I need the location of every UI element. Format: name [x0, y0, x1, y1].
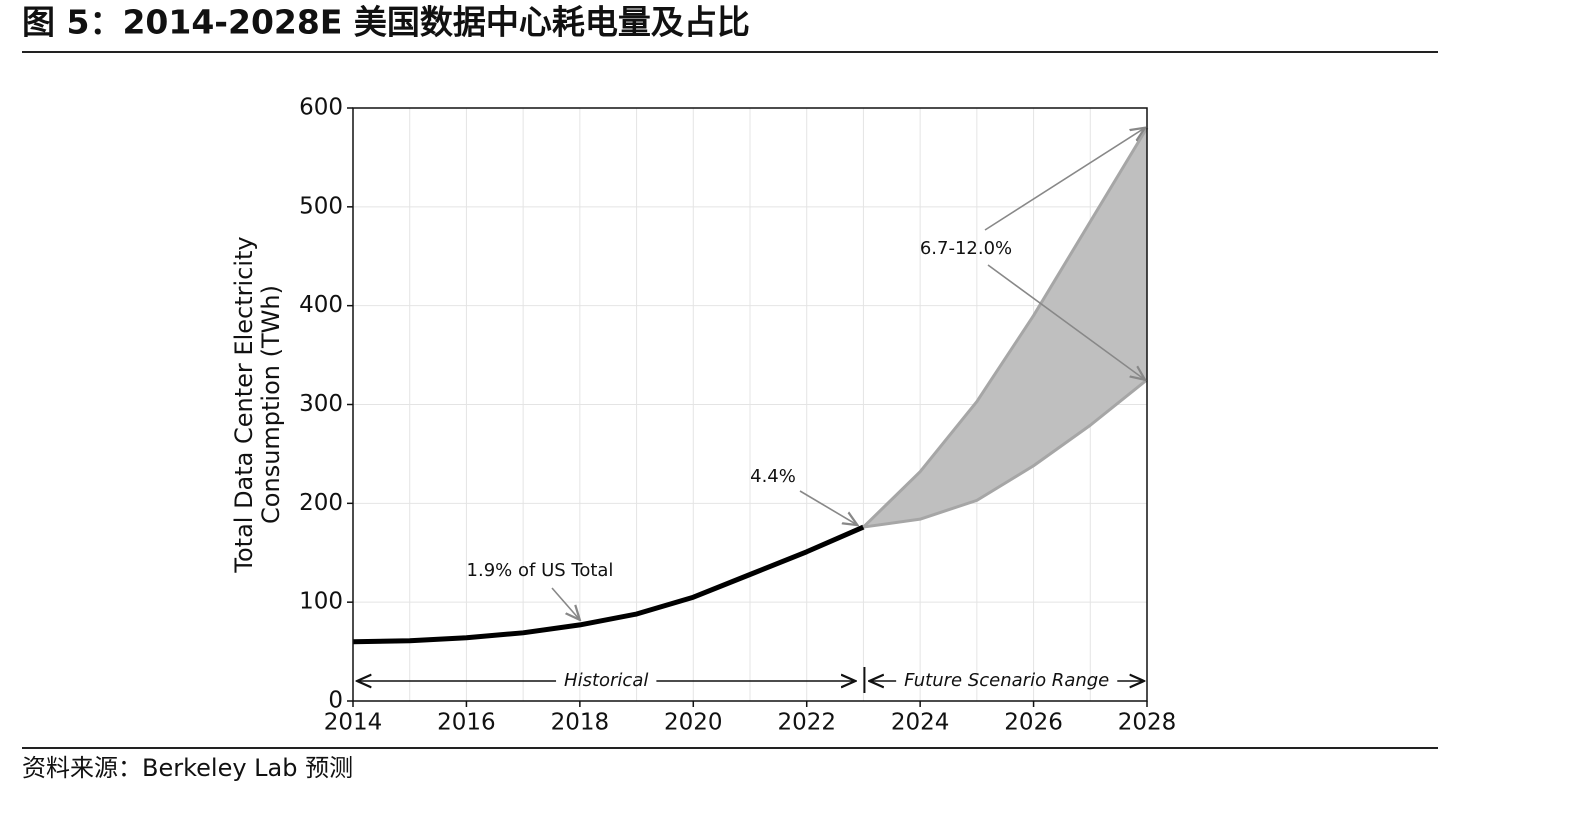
y-axis-label: Total Data Center Electricity [230, 236, 258, 573]
y-tick-label: 200 [299, 490, 343, 516]
plot: 0 100 200 300 400 500 600 2014 2016 2018 2020 2022 2… [230, 95, 1176, 736]
span-label: Future Scenario Range [904, 670, 1109, 691]
y-tick-label: 0 [328, 688, 343, 714]
y-tick-label: 600 [299, 95, 343, 121]
series-line [863, 378, 1148, 529]
y-axis-label: Consumption (TWh) [257, 285, 285, 524]
chart-title: 图 5：2014-2028E 美国数据中心耗电量及占比 [22, 3, 750, 42]
series-line [862, 126, 1149, 529]
plot-frame [352, 107, 1148, 702]
range-area [863, 127, 1147, 528]
x-tick-label: 2018 [551, 710, 610, 736]
annotation-arrow [799, 490, 857, 525]
span-label: Historical [564, 670, 648, 691]
y-tick-label: 500 [299, 193, 343, 219]
x-tick-label: 2026 [1004, 710, 1063, 736]
x-tick-label: 2024 [891, 710, 950, 736]
y-tick-label: 400 [299, 292, 343, 318]
x-tick-label: 2020 [664, 710, 723, 736]
x-tick-label: 2016 [437, 710, 496, 736]
annotation: 1.9% of US Total [467, 560, 614, 581]
annotation: 4.4% [750, 466, 796, 487]
x-tick-label: 2028 [1118, 710, 1177, 736]
annotation-arrow [987, 264, 1145, 380]
series-line [352, 524, 865, 645]
annotation-arrow [551, 587, 580, 620]
y-tick-label: 300 [299, 391, 343, 417]
y-tick-label: 100 [299, 589, 343, 615]
annotation: 6.7-12.0% [920, 238, 1012, 259]
x-tick-label: 2022 [777, 710, 836, 736]
annotation-arrow [984, 128, 1145, 231]
source: 资料来源：Berkeley Lab 预测 [22, 754, 353, 782]
x-tick-label: 2014 [324, 710, 383, 736]
